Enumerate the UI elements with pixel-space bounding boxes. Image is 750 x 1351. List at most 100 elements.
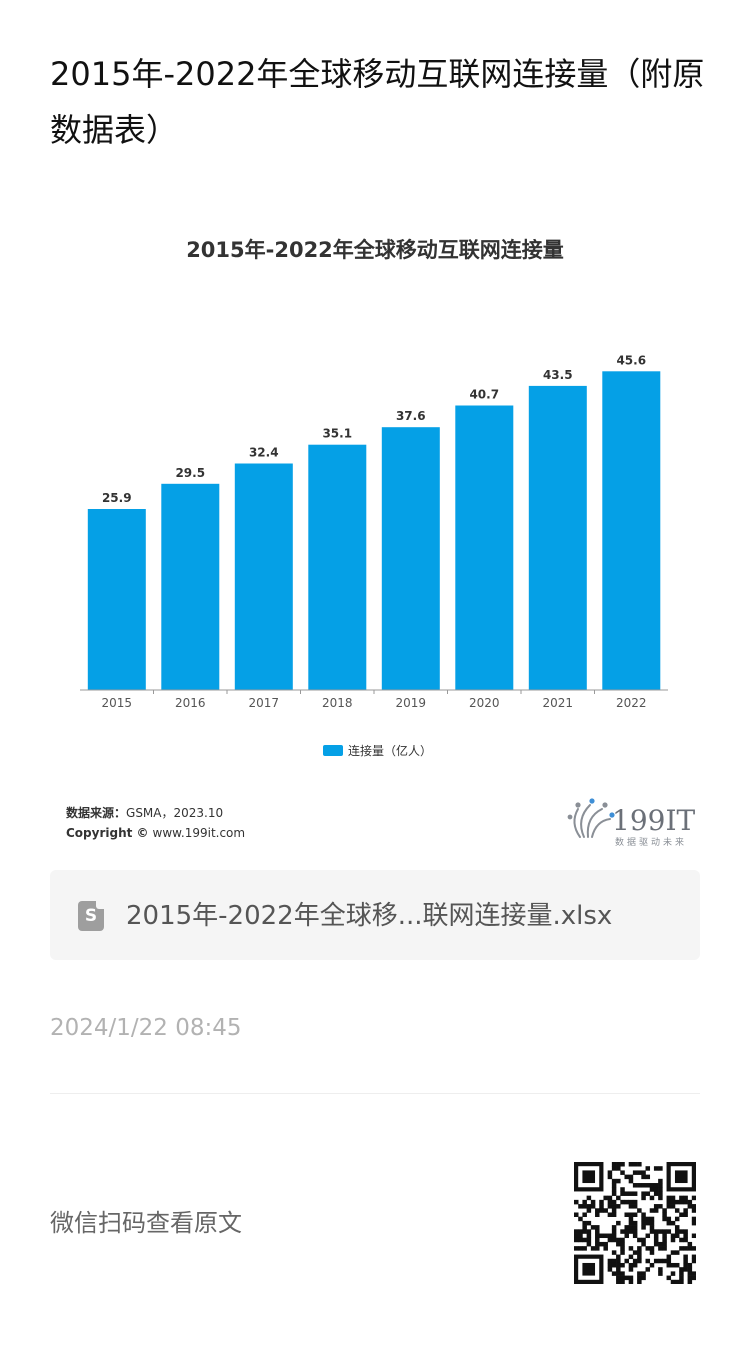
qr-module xyxy=(641,1191,646,1196)
qr-module xyxy=(616,1162,621,1167)
qr-module xyxy=(624,1258,629,1264)
qr-module xyxy=(662,1246,667,1251)
qr-module xyxy=(620,1187,625,1192)
qr-module xyxy=(683,1208,688,1213)
qr-module xyxy=(624,1199,629,1205)
qr-module xyxy=(586,1237,592,1243)
qr-module xyxy=(670,1271,676,1276)
qr-module xyxy=(687,1279,693,1284)
qr-module xyxy=(616,1241,621,1247)
qr-module xyxy=(632,1220,638,1226)
qr-module xyxy=(679,1212,684,1217)
qr-module xyxy=(662,1258,667,1264)
qr-module xyxy=(578,1229,583,1234)
qr-module xyxy=(653,1241,659,1247)
qr-module xyxy=(679,1246,684,1251)
qr-module xyxy=(649,1225,655,1230)
qr-module xyxy=(595,1229,600,1234)
source-label: 数据来源： xyxy=(66,805,126,820)
qr-module xyxy=(620,1275,625,1281)
qr-module xyxy=(616,1204,621,1209)
qr-module xyxy=(595,1208,600,1213)
qr-module xyxy=(599,1199,604,1205)
qr-module xyxy=(628,1246,634,1251)
qr-module xyxy=(611,1187,617,1192)
qr-module xyxy=(628,1191,634,1196)
qr-module xyxy=(658,1267,663,1272)
qr-module xyxy=(624,1174,629,1180)
qr-module xyxy=(645,1220,651,1226)
qr-module xyxy=(628,1220,634,1226)
qr-module xyxy=(595,1246,600,1251)
qr-module xyxy=(599,1241,604,1247)
qr-module xyxy=(666,1220,672,1226)
attachment-card[interactable]: S 2015年-2022年全球移...联网连接量.xlsx xyxy=(50,870,700,960)
qr-module xyxy=(641,1212,646,1217)
qr-module xyxy=(691,1275,696,1281)
qr-module xyxy=(611,1250,617,1255)
legend-swatch xyxy=(323,745,343,756)
qr-module xyxy=(691,1208,696,1213)
qr-module xyxy=(679,1279,684,1284)
qr-module xyxy=(662,1212,667,1217)
qr-module xyxy=(637,1162,642,1167)
qr-module xyxy=(632,1229,638,1234)
data-label-2022: 45.6 xyxy=(616,353,646,367)
qr-module xyxy=(670,1233,676,1239)
qr-module xyxy=(658,1229,663,1234)
qr-module xyxy=(599,1204,604,1209)
qr-module xyxy=(683,1195,688,1201)
qr-module xyxy=(632,1204,638,1209)
qr-module xyxy=(632,1183,638,1188)
qr-module xyxy=(603,1233,608,1239)
copyright-label: Copyright © xyxy=(66,826,149,840)
qr-module xyxy=(616,1262,621,1268)
qr-module xyxy=(607,1199,613,1205)
bar-2022 xyxy=(602,371,661,690)
source-line: 数据来源：GSMA，2023.10 xyxy=(66,805,223,820)
qr-module xyxy=(586,1208,592,1213)
qr-module xyxy=(632,1233,638,1239)
qr-module xyxy=(683,1229,688,1234)
qr-module xyxy=(645,1191,651,1196)
qr-module xyxy=(662,1241,667,1247)
bar-2020 xyxy=(455,405,514,690)
qr-module xyxy=(683,1237,688,1243)
qr-module xyxy=(653,1187,659,1192)
qr-module xyxy=(582,1225,587,1230)
qr-module xyxy=(616,1254,621,1260)
qr-module xyxy=(607,1174,613,1180)
qr-module xyxy=(653,1191,659,1196)
qr-module xyxy=(616,1166,621,1171)
qr-module xyxy=(603,1195,608,1201)
qr-module xyxy=(679,1237,684,1243)
qr-module xyxy=(666,1195,672,1201)
qr-module xyxy=(674,1225,680,1230)
copyright-line: Copyright © www.199it.com xyxy=(66,826,245,840)
qr-module xyxy=(674,1233,680,1239)
qr-module xyxy=(666,1229,672,1234)
qr-module xyxy=(586,1195,592,1201)
chart-image[interactable]: 2015年-2022年全球移动互联网连接量 25.9 29.5 32.4 35.1 37… xyxy=(50,205,700,855)
qr-module xyxy=(666,1199,672,1205)
qr-module xyxy=(624,1275,629,1281)
qr-module xyxy=(620,1279,625,1284)
qr-module xyxy=(590,1199,596,1205)
qr-module xyxy=(611,1229,617,1234)
qr-module xyxy=(616,1220,621,1226)
qr-module xyxy=(607,1233,613,1239)
qr-module xyxy=(620,1246,625,1251)
qr-module xyxy=(624,1233,629,1239)
qr-module xyxy=(611,1208,617,1213)
qr-module xyxy=(616,1258,621,1264)
qr-module xyxy=(683,1254,688,1260)
qr-module xyxy=(683,1258,688,1264)
qr-module xyxy=(649,1195,655,1201)
x-tick-label-2016: 2016 xyxy=(175,696,206,710)
qr-code-icon[interactable] xyxy=(574,1162,696,1284)
qr-module xyxy=(607,1262,613,1268)
qr-module xyxy=(691,1216,696,1222)
qr-module xyxy=(658,1166,663,1171)
qr-module xyxy=(611,1262,617,1268)
qr-module xyxy=(653,1166,659,1171)
